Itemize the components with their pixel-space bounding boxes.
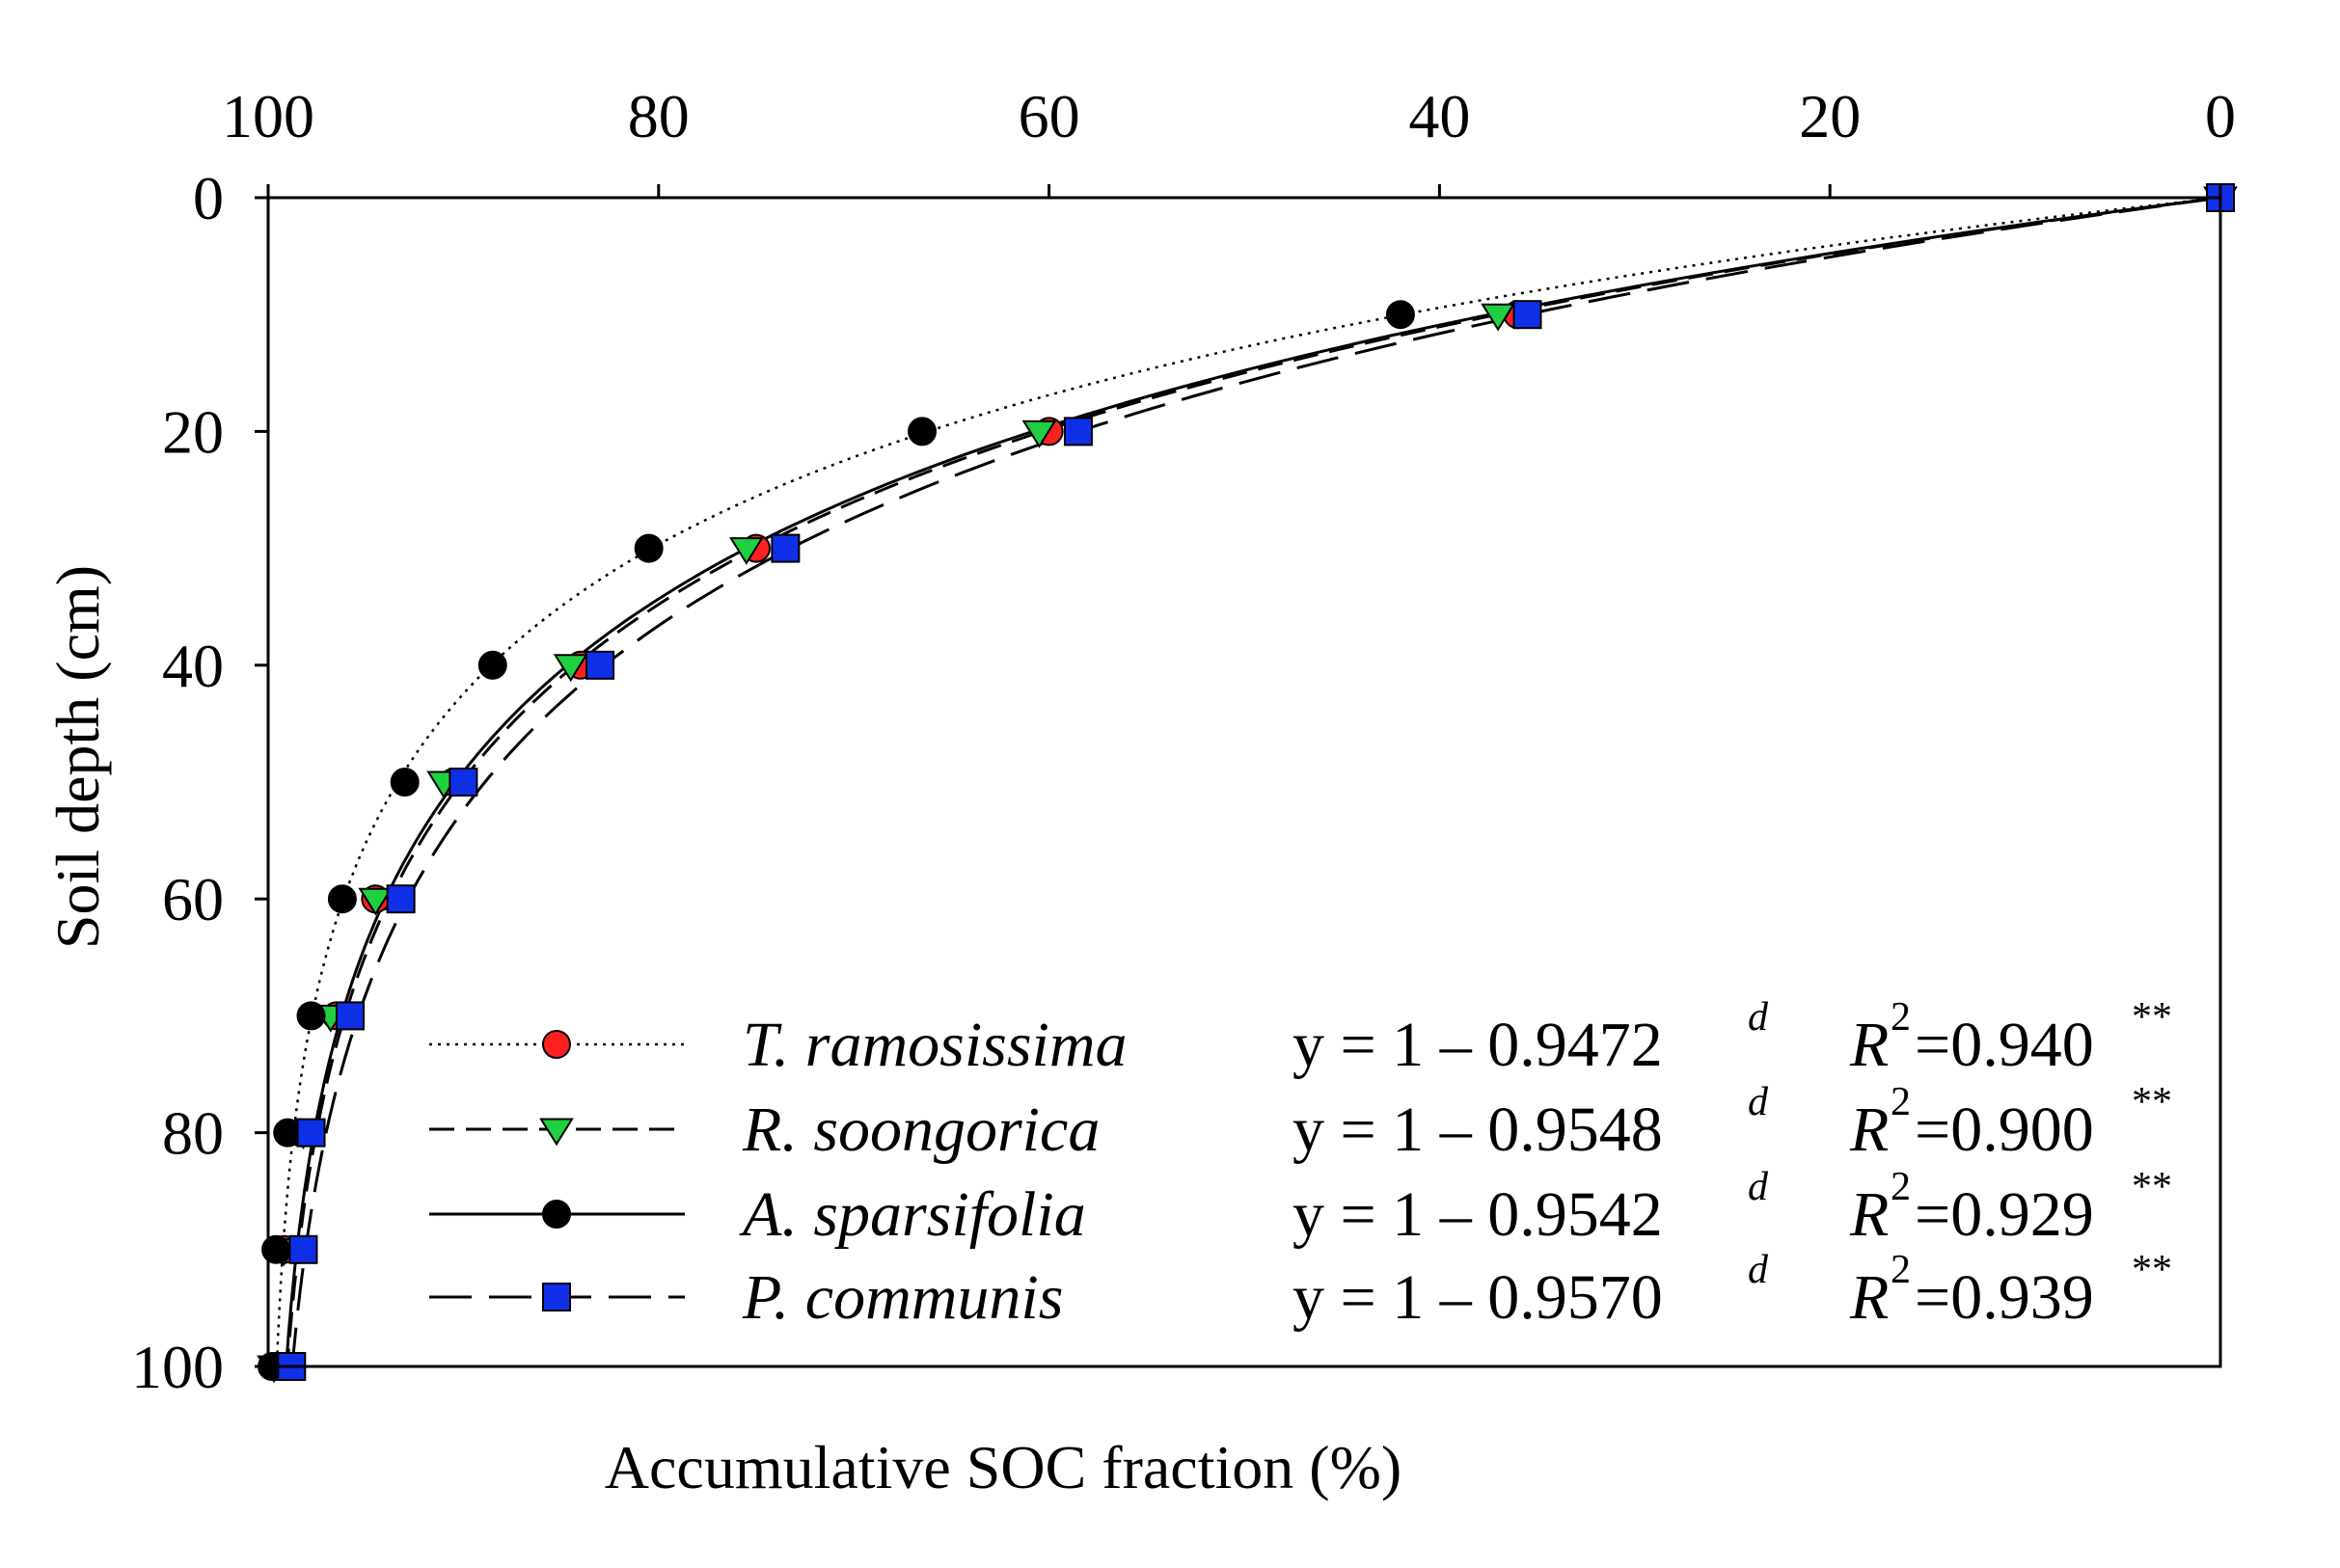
y-tick-label: 60 [162, 865, 224, 933]
legend-significance: ** [2132, 1248, 2172, 1292]
data-point [542, 1200, 571, 1229]
data-point [477, 650, 507, 680]
data-point [449, 768, 478, 797]
legend-r2-value: =0.900 [1915, 1095, 2094, 1165]
legend-r2-label: R [1849, 1179, 1889, 1250]
data-point [771, 533, 801, 563]
x-axis-title: Accumulative SOC fraction (%) [605, 1433, 1401, 1501]
data-point [336, 1001, 366, 1031]
legend-series-name: T. ramosissima [743, 1010, 1128, 1080]
x-tick-label: 100 [222, 82, 314, 150]
x-tick-label: 80 [628, 82, 690, 150]
data-point [386, 884, 416, 914]
y-tick-label: 40 [162, 632, 224, 700]
data-point [728, 537, 764, 565]
legend-series-name: A. sparsifolia [739, 1179, 1086, 1250]
legend-equation-exponent: d [1748, 1080, 1769, 1124]
data-point [539, 1118, 574, 1147]
legend-equation: y = 1 – 0.9548 [1292, 1095, 1663, 1165]
legend-series-name: P. communis [742, 1262, 1063, 1333]
legend-significance: ** [2132, 1165, 2172, 1209]
y-tick-label: 100 [131, 1333, 224, 1401]
data-point [358, 887, 394, 916]
data-point [542, 1283, 571, 1311]
legend-r2-superscript: 2 [1891, 995, 1911, 1040]
series-curve [290, 196, 2221, 1367]
legend: T. ramosissima y = 1 – 0.9472 d R 2 =0.940 **R… [429, 995, 2172, 1333]
y-tick-label: 0 [193, 164, 224, 232]
legend-equation-exponent: d [1748, 1248, 1769, 1292]
data-point [1512, 300, 1542, 330]
legend-r2-label: R [1849, 1010, 1889, 1080]
data-point [1385, 300, 1415, 330]
data-point [585, 650, 615, 680]
y-axis-ticks: 0 20 40 60 80 100 [131, 164, 268, 1401]
legend-r2-superscript: 2 [1891, 1165, 1911, 1209]
plot-frame [266, 196, 2222, 1368]
x-axis-ticks: 100 80 60 40 20 0 [222, 82, 2236, 198]
legend-r2-label: R [1849, 1095, 1889, 1165]
legend-r2-value: =0.929 [1915, 1179, 2094, 1250]
legend-equation-exponent: d [1748, 995, 1769, 1040]
legend-significance: ** [2132, 995, 2172, 1040]
data-point [296, 1001, 326, 1031]
x-tick-label: 40 [1408, 82, 1470, 150]
legend-equation-exponent: d [1748, 1165, 1769, 1209]
data-point [390, 768, 420, 797]
data-point [908, 417, 938, 446]
x-tick-label: 0 [2205, 82, 2236, 150]
data-point [261, 1234, 291, 1264]
x-tick-label: 60 [1019, 82, 1080, 150]
data-point [327, 884, 357, 914]
legend-r2-label: R [1849, 1262, 1889, 1333]
legend-r2-value: =0.940 [1915, 1010, 2094, 1080]
legend-r2-superscript: 2 [1891, 1080, 1911, 1124]
data-point [288, 1234, 318, 1264]
data-point [542, 1030, 571, 1059]
data-point [1021, 419, 1057, 448]
legend-equation: y = 1 – 0.9472 [1292, 1010, 1663, 1080]
data-point [553, 654, 588, 683]
data-point [296, 1118, 326, 1148]
y-tick-label: 80 [162, 1099, 224, 1168]
legend-equation: y = 1 – 0.9542 [1292, 1179, 1663, 1250]
y-tick-label: 20 [162, 397, 224, 466]
legend-equation: y = 1 – 0.9570 [1292, 1262, 1663, 1333]
legend-significance: ** [2132, 1080, 2172, 1124]
data-point [1063, 417, 1093, 446]
y-axis-title: Soil depth (cm) [43, 565, 112, 949]
data-point [1481, 303, 1516, 332]
legend-r2-superscript: 2 [1891, 1248, 1911, 1292]
x-tick-label: 20 [1799, 82, 1861, 150]
data-point [634, 533, 664, 563]
legend-r2-value: =0.939 [1915, 1262, 2094, 1333]
legend-series-name: R. soongorica [742, 1095, 1100, 1165]
